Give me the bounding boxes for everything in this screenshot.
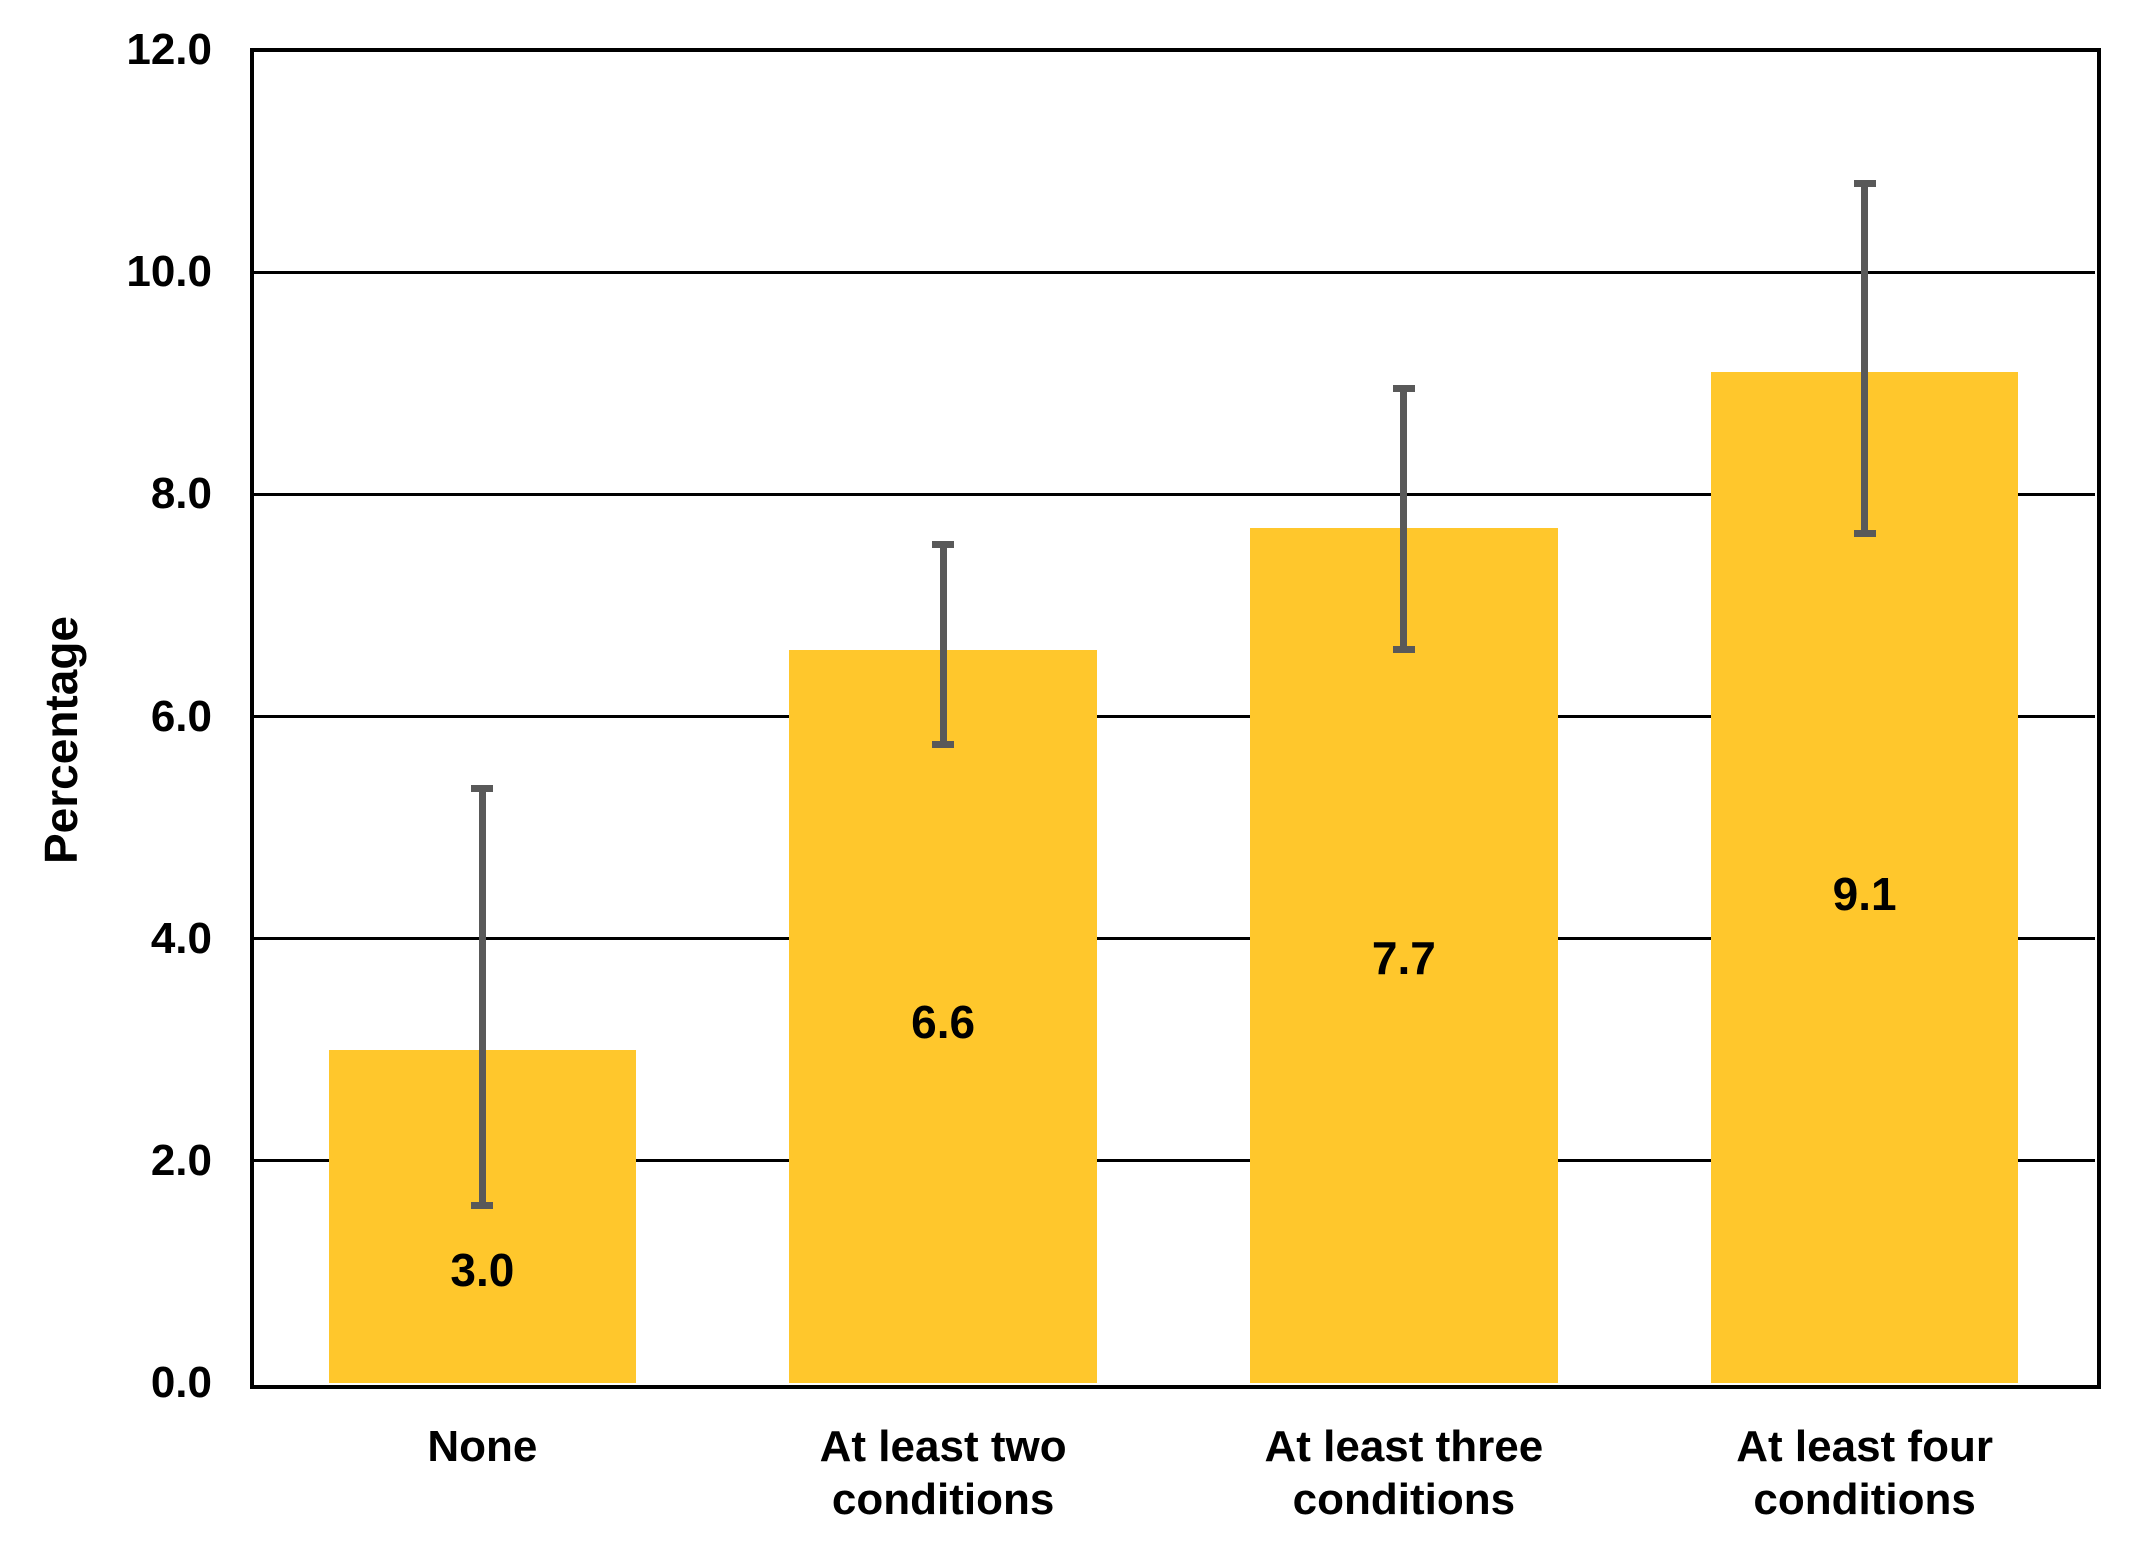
bar-value-label: 6.6	[911, 995, 976, 1048]
error-bar-cap-top	[932, 540, 955, 548]
gridline	[252, 715, 2095, 718]
gridline	[252, 1159, 2095, 1163]
gridline	[252, 937, 2095, 941]
gridline	[252, 492, 2095, 496]
y-tick-label: 6.0	[150, 691, 212, 741]
error-bar-cap-bottom	[1392, 646, 1415, 654]
error-bar-line	[1861, 183, 1869, 534]
bar	[1710, 372, 2019, 1383]
error-bar-cap-bottom	[1853, 529, 1876, 537]
x-category-label: At least four conditions	[1736, 1422, 1993, 1524]
y-tick-label: 8.0	[150, 469, 212, 519]
error-bar-cap-top	[1853, 179, 1876, 187]
error-bar-line	[1400, 388, 1408, 650]
y-tick-label: 12.0	[126, 25, 212, 74]
bar-value-label: 3.0	[450, 1243, 515, 1296]
y-tick-label: 2.0	[150, 1135, 212, 1185]
y-tick-label: 10.0	[126, 247, 212, 297]
error-bar-cap-bottom	[471, 1201, 494, 1209]
x-category-label: At least two conditions	[819, 1422, 1067, 1524]
y-tick-label: 4.0	[150, 913, 212, 963]
bar	[789, 649, 1097, 1383]
error-bar-line	[478, 788, 486, 1206]
y-tick-label: 0.0	[150, 1358, 212, 1407]
gridline	[252, 270, 2095, 274]
error-bar-cap-top	[471, 785, 494, 793]
bar	[1250, 527, 1558, 1383]
x-category-label: None	[427, 1422, 538, 1471]
bar-value-label: 9.1	[1832, 868, 1897, 921]
error-bar-cap-bottom	[932, 740, 955, 748]
bar-value-label: 7.7	[1371, 931, 1436, 984]
x-category-label: At least three conditions	[1264, 1422, 1544, 1524]
error-bar-line	[939, 544, 947, 745]
error-bar-cap-top	[1392, 385, 1415, 393]
